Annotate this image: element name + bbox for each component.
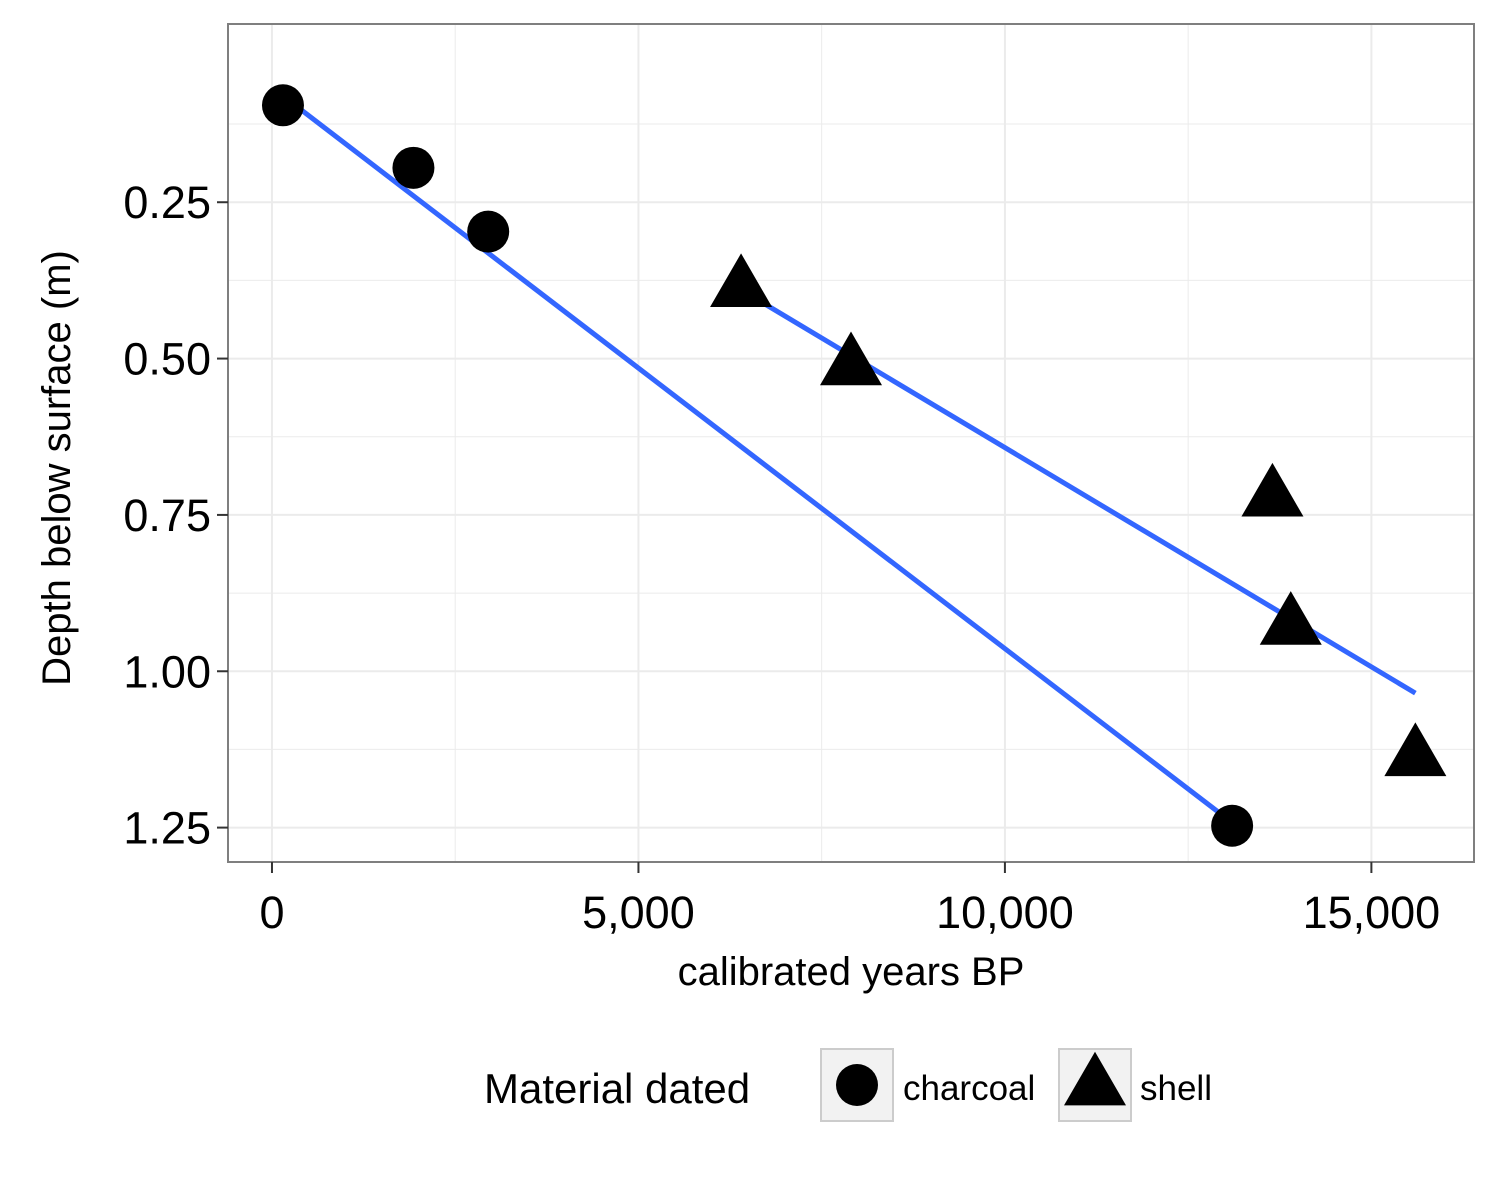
data-points — [261, 84, 1447, 847]
point-shell — [1384, 722, 1447, 777]
point-charcoal — [392, 146, 435, 189]
panel-border — [227, 23, 1475, 863]
legend-label-charcoal: charcoal — [903, 1069, 1035, 1108]
fit-lines — [281, 93, 1417, 825]
x-axis-title: calibrated years BP — [678, 950, 1025, 994]
x-axis: 0 5,000 10,000 15,000 — [259, 862, 1440, 938]
y-axis-title: Depth below surface (m) — [35, 250, 79, 686]
y-tick-label: 0.50 — [123, 334, 211, 385]
y-tick-label: 1.25 — [123, 803, 211, 854]
legend-label-shell: shell — [1140, 1069, 1212, 1108]
x-tick-label: 10,000 — [936, 887, 1074, 938]
point-charcoal — [1211, 804, 1254, 847]
legend-symbol-charcoal — [836, 1064, 878, 1106]
legend: Material dated charcoal shell — [484, 1048, 1212, 1122]
x-tick-label: 0 — [259, 887, 284, 938]
y-tick-label: 0.25 — [123, 177, 211, 228]
point-charcoal — [261, 84, 304, 127]
point-shell — [1259, 591, 1322, 645]
legend-symbol-shell — [1064, 1051, 1126, 1106]
x-tick-label: 15,000 — [1303, 887, 1441, 938]
point-shell — [710, 253, 773, 308]
point-shell — [820, 331, 882, 386]
minor-gridlines — [228, 24, 1474, 862]
point-shell — [1241, 462, 1304, 517]
legend-title: Material dated — [484, 1065, 750, 1112]
y-axis: 0.25 0.50 0.75 1.00 1.25 — [123, 177, 228, 854]
point-charcoal — [467, 210, 510, 253]
y-tick-label: 1.00 — [123, 646, 211, 697]
fit-line-charcoal — [281, 93, 1234, 825]
x-tick-label: 5,000 — [582, 887, 695, 938]
y-tick-label: 0.75 — [123, 490, 211, 541]
